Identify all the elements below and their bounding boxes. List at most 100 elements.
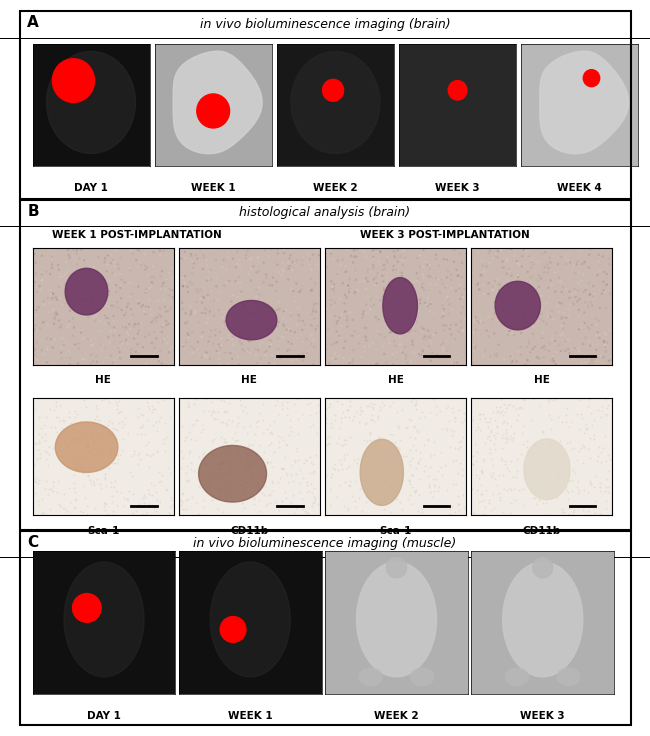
- Point: [293, 323, 304, 335]
- Point: [31, 257, 41, 269]
- Point: [354, 416, 364, 428]
- Point: [131, 266, 141, 278]
- Point: [283, 476, 293, 488]
- Point: [489, 392, 499, 404]
- Point: [454, 436, 464, 448]
- Point: [593, 315, 604, 327]
- Point: [481, 308, 491, 319]
- Point: [86, 308, 97, 319]
- Point: [121, 307, 131, 319]
- Point: [474, 408, 484, 420]
- Point: [576, 408, 586, 420]
- Point: [220, 283, 230, 294]
- Point: [378, 283, 389, 294]
- Point: [48, 480, 58, 492]
- Point: [234, 254, 244, 266]
- Point: [406, 481, 417, 493]
- Point: [70, 339, 81, 350]
- Point: [411, 254, 422, 266]
- Point: [396, 344, 406, 356]
- Point: [417, 278, 428, 290]
- Point: [120, 412, 130, 424]
- Point: [408, 334, 418, 346]
- Point: [458, 325, 468, 337]
- Point: [342, 318, 352, 330]
- Point: [155, 335, 166, 347]
- Point: [209, 307, 219, 319]
- Point: [414, 277, 424, 289]
- Point: [141, 439, 151, 450]
- Circle shape: [73, 593, 101, 622]
- Point: [554, 272, 564, 283]
- Point: [556, 263, 566, 275]
- Point: [40, 411, 51, 422]
- Point: [564, 319, 574, 331]
- Point: [395, 305, 406, 316]
- Point: [330, 266, 340, 278]
- Point: [200, 307, 211, 319]
- Point: [106, 339, 116, 350]
- Point: [376, 287, 386, 299]
- Point: [414, 263, 424, 275]
- Point: [330, 310, 341, 322]
- Point: [361, 307, 371, 319]
- Point: [75, 425, 85, 436]
- Point: [203, 336, 214, 347]
- Point: [285, 325, 296, 337]
- Point: [281, 324, 292, 336]
- Point: [140, 492, 151, 503]
- Point: [395, 293, 406, 305]
- Point: [343, 280, 354, 291]
- Point: [251, 456, 261, 467]
- Point: [400, 348, 411, 360]
- Point: [29, 350, 39, 361]
- Point: [329, 280, 339, 292]
- Point: [485, 443, 495, 455]
- Point: [79, 394, 90, 406]
- Point: [92, 299, 103, 311]
- Point: [527, 306, 538, 318]
- Point: [380, 496, 391, 508]
- Point: [502, 461, 512, 473]
- Point: [339, 449, 350, 461]
- Point: [218, 406, 229, 418]
- Point: [46, 421, 56, 433]
- Point: [222, 285, 232, 297]
- Point: [412, 252, 423, 264]
- Point: [597, 406, 607, 417]
- Point: [350, 274, 361, 286]
- Point: [504, 323, 515, 335]
- Point: [394, 477, 404, 489]
- Point: [107, 417, 117, 429]
- Point: [565, 257, 575, 269]
- Point: [530, 477, 540, 489]
- Point: [541, 295, 551, 307]
- Point: [188, 258, 199, 269]
- Point: [127, 288, 137, 300]
- Point: [391, 493, 402, 505]
- Point: [205, 350, 215, 362]
- Point: [149, 326, 159, 338]
- Point: [107, 425, 118, 437]
- Point: [214, 450, 225, 462]
- Point: [81, 400, 92, 412]
- Point: [233, 448, 244, 460]
- Point: [144, 294, 155, 306]
- Point: [109, 354, 120, 366]
- Point: [149, 313, 159, 325]
- Point: [176, 445, 187, 456]
- Point: [181, 467, 192, 478]
- Point: [64, 252, 75, 263]
- Point: [288, 475, 298, 486]
- Point: [506, 243, 517, 255]
- Point: [284, 260, 294, 272]
- Point: [580, 284, 591, 296]
- Point: [96, 481, 106, 493]
- Point: [83, 280, 94, 292]
- Point: [265, 280, 275, 291]
- Point: [603, 266, 614, 277]
- Point: [509, 484, 519, 495]
- Point: [400, 295, 411, 307]
- Point: [243, 461, 254, 473]
- Point: [72, 245, 82, 257]
